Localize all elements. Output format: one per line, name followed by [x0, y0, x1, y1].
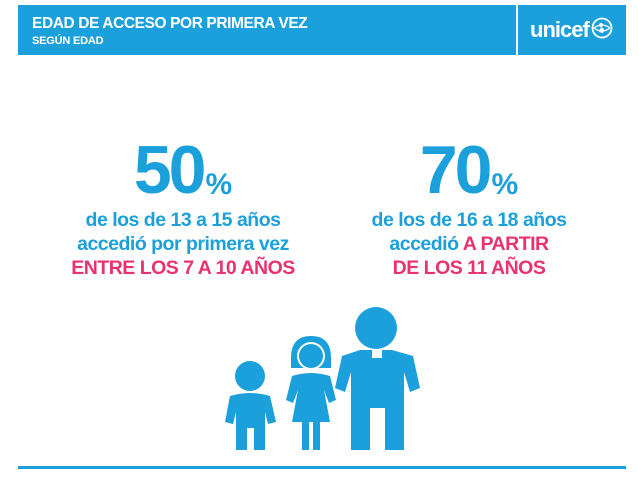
unicef-emblem-icon — [591, 17, 613, 44]
header-bar: EDAD DE ACCESO POR PRIMERA VEZ SEGÚN EDA… — [18, 5, 626, 55]
stat-line-3: ENTRE LOS 7 A 10 AÑOS — [71, 257, 295, 279]
stat-line-2-plain: accedió — [389, 233, 463, 255]
stat-value: 70 % — [329, 136, 609, 204]
children-figures — [210, 300, 430, 460]
unicef-logo: unicef — [530, 15, 622, 45]
stat-percent-sign: % — [205, 168, 233, 201]
stat-block-13-15: 50 % de los de 13 a 15 años accedió por … — [43, 136, 323, 280]
girl-icon — [286, 336, 336, 450]
stat-line-2-highlight: A PARTIR — [462, 233, 549, 255]
header-divider — [516, 5, 518, 55]
stat-line-1: de los de 16 a 18 años — [371, 209, 567, 231]
stat-value: 50 % — [43, 136, 323, 204]
older-child-icon — [335, 307, 420, 450]
stat-line-3: DE LOS 11 AÑOS — [392, 257, 546, 279]
logo-text: unicef — [530, 17, 590, 42]
stat-block-16-18: 70 % de los de 16 a 18 años accedió A PA… — [329, 136, 609, 280]
stat-description: de los de 16 a 18 años accedió A PARTIR … — [329, 208, 609, 280]
stat-line-2: accedió por primera vez — [77, 233, 289, 255]
stat-line-1: de los de 13 a 15 años — [85, 209, 281, 231]
stat-description: de los de 13 a 15 años accedió por prime… — [43, 208, 323, 280]
bottom-divider — [18, 466, 626, 469]
stat-line-2: accedió A PARTIR — [329, 232, 609, 256]
stat-number: 50 — [133, 132, 207, 208]
page-subtitle: SEGÚN EDAD — [32, 35, 104, 47]
small-child-icon — [225, 361, 276, 450]
stat-percent-sign: % — [491, 168, 519, 201]
page-title: EDAD DE ACCESO POR PRIMERA VEZ — [32, 15, 308, 32]
stat-number: 70 — [419, 132, 493, 208]
